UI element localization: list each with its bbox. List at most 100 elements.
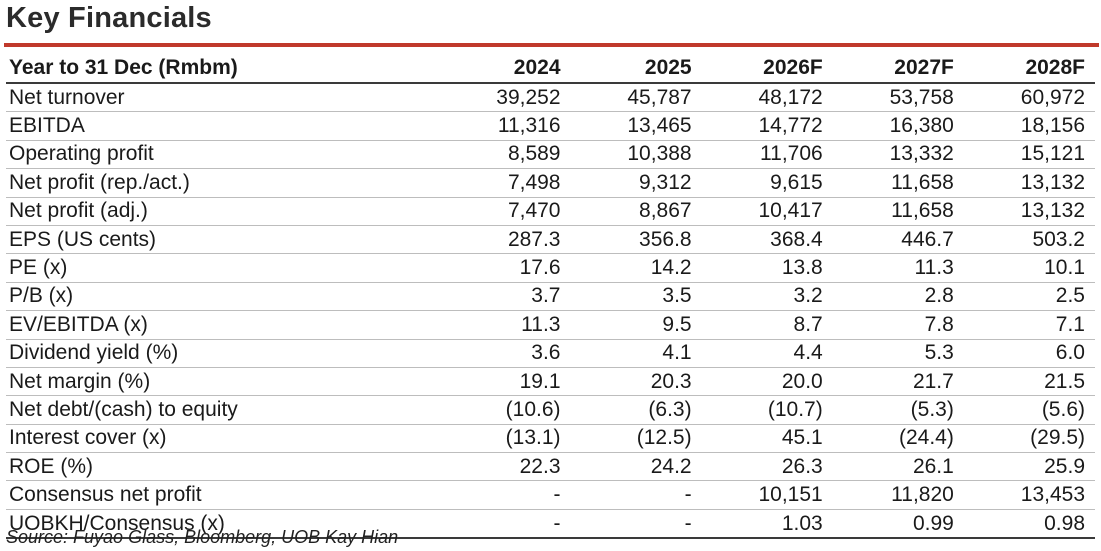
value-cell: 9,312	[570, 168, 702, 198]
row-label: ROE (%)	[6, 452, 440, 482]
value-cell: 26.3	[701, 452, 833, 482]
table-row: Net turnover 39,252 45,787 48,172 53,758 60,9…	[6, 83, 1095, 113]
value-cell: 10,151	[701, 480, 833, 510]
row-label: Dividend yield (%)	[6, 339, 440, 368]
value-cell: (5.6)	[963, 395, 1095, 425]
value-cell: 9,615	[701, 168, 833, 198]
header-cell-year: 2026F	[701, 53, 833, 84]
value-cell: 356.8	[570, 225, 702, 255]
header-cell-year: 2027F	[832, 53, 964, 84]
row-label: P/B (x)	[6, 282, 440, 312]
value-cell: 11,658	[832, 197, 964, 226]
table-row: Net profit (adj.) 7,470 8,867 10,417 11,658 1…	[6, 197, 1095, 226]
value-cell: (24.4)	[832, 424, 964, 454]
value-cell: 21.7	[832, 367, 964, 397]
value-cell: 1.03	[701, 509, 833, 540]
value-cell: 14.2	[570, 253, 702, 283]
row-label: EPS (US cents)	[6, 225, 440, 255]
value-cell: 24.2	[570, 452, 702, 482]
value-cell: 22.3	[439, 452, 571, 482]
value-cell: 13.8	[701, 253, 833, 283]
value-cell: 20.3	[570, 367, 702, 397]
value-cell: 39,252	[439, 83, 571, 113]
value-cell: 26.1	[832, 452, 964, 482]
value-cell: 21.5	[963, 367, 1095, 397]
value-cell: 10,388	[570, 140, 702, 170]
value-cell: 6.0	[963, 339, 1095, 368]
value-cell: 7,470	[439, 197, 571, 226]
value-cell: 503.2	[963, 225, 1095, 255]
value-cell: 5.3	[832, 339, 964, 368]
row-label: Operating profit	[6, 140, 440, 170]
value-cell: -	[439, 480, 571, 510]
table-row: Operating profit 8,589 10,388 11,706 13,332 1…	[6, 140, 1095, 170]
value-cell: (5.3)	[832, 395, 964, 425]
value-cell: 13,132	[963, 197, 1095, 226]
value-cell: 0.99	[832, 509, 964, 540]
table-row: Net profit (rep./act.) 7,498 9,312 9,615 11,…	[6, 168, 1095, 198]
value-cell: 287.3	[439, 225, 571, 255]
row-label: Net debt/(cash) to equity	[6, 395, 440, 425]
header-cell-year: 2028F	[963, 53, 1095, 84]
value-cell: 20.0	[701, 367, 833, 397]
value-cell: 9.5	[570, 310, 702, 340]
table-row: ROE (%) 22.3 24.2 26.3 26.1 25.9	[6, 452, 1095, 482]
row-label: UOBKH/Consensus (x)	[6, 509, 440, 540]
value-cell: 13,132	[963, 168, 1095, 198]
row-label: Net profit (rep./act.)	[6, 168, 440, 198]
table-row: PE (x) 17.6 14.2 13.8 11.3 10.1	[6, 253, 1095, 283]
value-cell: 13,332	[832, 140, 964, 170]
value-cell: 4.1	[570, 339, 702, 368]
row-label: Net margin (%)	[6, 367, 440, 397]
value-cell: 16,380	[832, 111, 964, 141]
value-cell: 3.7	[439, 282, 571, 312]
value-cell: (13.1)	[439, 424, 571, 454]
value-cell: 45.1	[701, 424, 833, 454]
table-row: P/B (x) 3.7 3.5 3.2 2.8 2.5	[6, 282, 1095, 312]
value-cell: 7.8	[832, 310, 964, 340]
value-cell: 19.1	[439, 367, 571, 397]
table-body: Net turnover 39,252 45,787 48,172 53,758 60,9…	[6, 83, 1095, 540]
row-label: PE (x)	[6, 253, 440, 283]
row-label: Consensus net profit	[6, 480, 440, 510]
value-cell: 446.7	[832, 225, 964, 255]
value-cell: 0.98	[963, 509, 1095, 540]
value-cell: 7,498	[439, 168, 571, 198]
table-row: EPS (US cents) 287.3 356.8 368.4 446.7 503.2	[6, 225, 1095, 255]
value-cell: 60,972	[963, 83, 1095, 113]
row-label: Interest cover (x)	[6, 424, 440, 454]
value-cell: (10.6)	[439, 395, 571, 425]
value-cell: 368.4	[701, 225, 833, 255]
value-cell: 11.3	[832, 253, 964, 283]
value-cell: 11,820	[832, 480, 964, 510]
table-row: Dividend yield (%) 3.6 4.1 4.4 5.3 6.0	[6, 339, 1095, 368]
table-row: EV/EBITDA (x) 11.3 9.5 8.7 7.8 7.1	[6, 310, 1095, 340]
row-label: EBITDA	[6, 111, 440, 141]
value-cell: -	[570, 509, 702, 540]
header-cell-year: 2024	[439, 53, 571, 84]
value-cell: 8,867	[570, 197, 702, 226]
value-cell: 14,772	[701, 111, 833, 141]
value-cell: 4.4	[701, 339, 833, 368]
row-label: Net turnover	[6, 83, 440, 113]
value-cell: (6.3)	[570, 395, 702, 425]
table-header: Year to 31 Dec (Rmbm) 2024 2025 2026F 20…	[6, 53, 1095, 84]
financials-table: Year to 31 Dec (Rmbm) 2024 2025 2026F 20…	[6, 53, 1095, 540]
table-row: Net debt/(cash) to equity (10.6) (6.3) (10.…	[6, 395, 1095, 425]
value-cell: 13,453	[963, 480, 1095, 510]
value-cell: 2.5	[963, 282, 1095, 312]
value-cell: 8,589	[439, 140, 571, 170]
value-cell: 45,787	[570, 83, 702, 113]
value-cell: 2.8	[832, 282, 964, 312]
value-cell: 15,121	[963, 140, 1095, 170]
value-cell: 10,417	[701, 197, 833, 226]
row-label: Net profit (adj.)	[6, 197, 440, 226]
header-cell-label: Year to 31 Dec (Rmbm)	[6, 53, 440, 84]
value-cell: -	[570, 480, 702, 510]
header-row: Year to 31 Dec (Rmbm) 2024 2025 2026F 20…	[6, 53, 1095, 84]
value-cell: (29.5)	[963, 424, 1095, 454]
value-cell: (10.7)	[701, 395, 833, 425]
value-cell: 11,658	[832, 168, 964, 198]
value-cell: 18,156	[963, 111, 1095, 141]
